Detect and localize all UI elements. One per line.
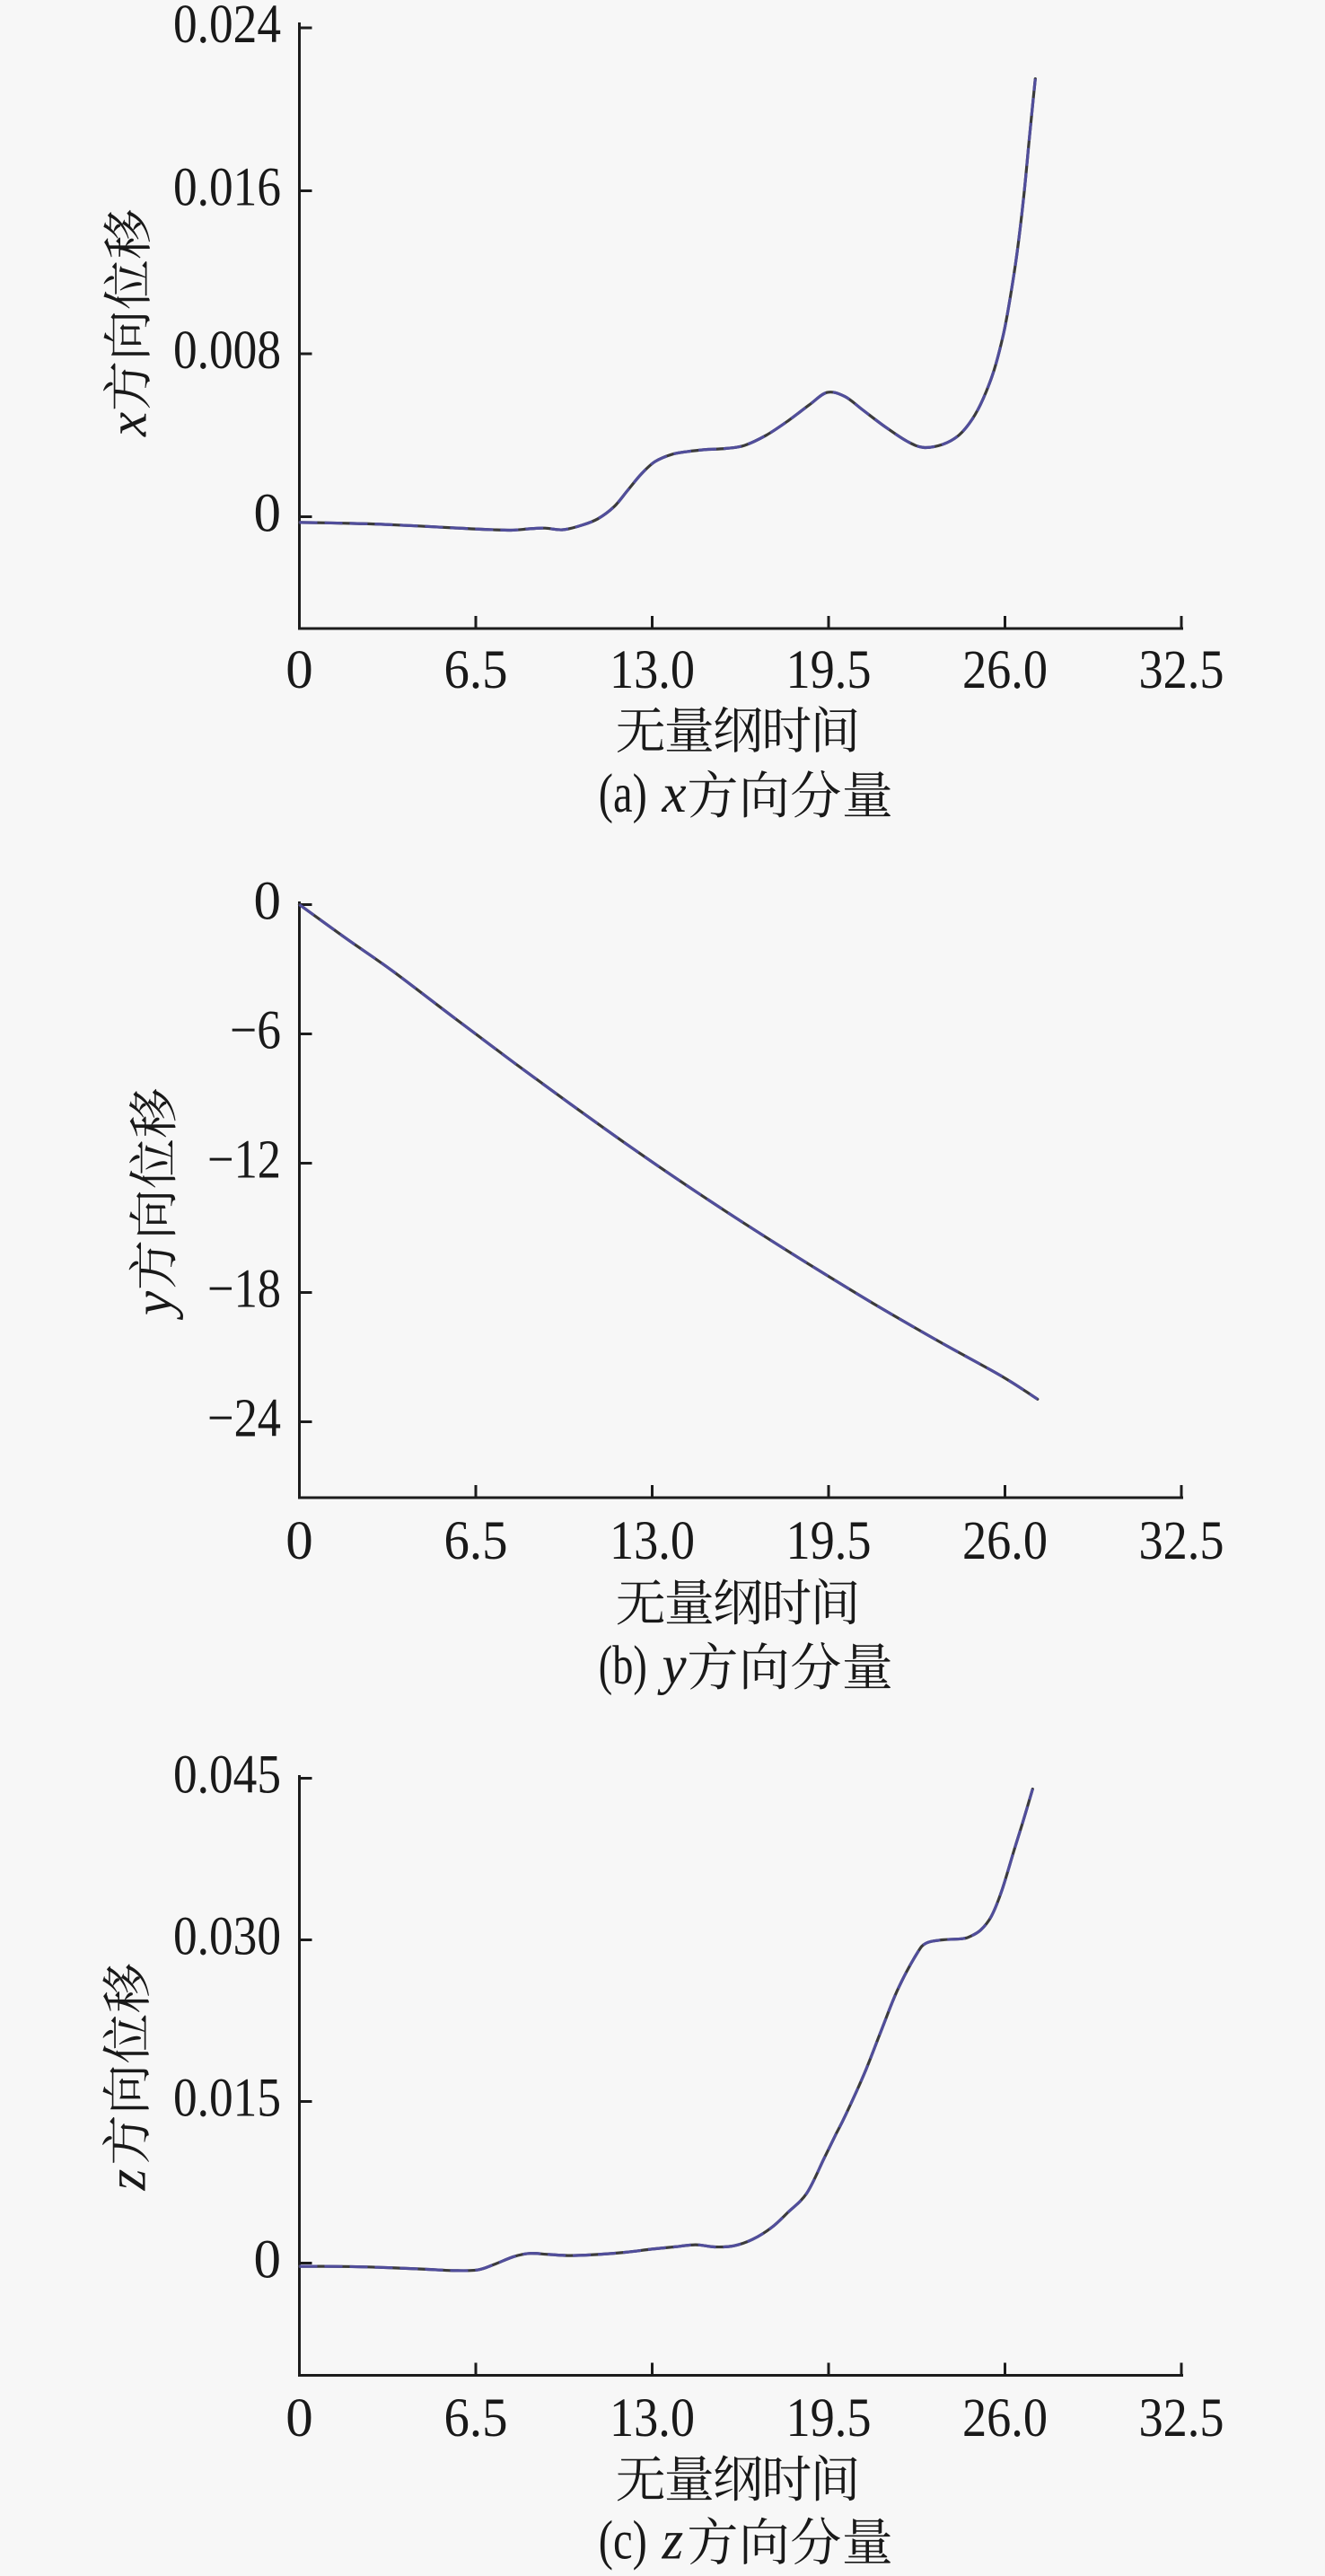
svg-text:32.5: 32.5	[1139, 2388, 1224, 2449]
svg-text:0.008: 0.008	[173, 321, 281, 381]
svg-text:y: y	[124, 1290, 184, 1321]
svg-text:0.016: 0.016	[173, 158, 281, 218]
svg-text:6.5: 6.5	[444, 640, 508, 700]
svg-text:(b): (b)	[599, 1636, 647, 1696]
svg-text:0: 0	[285, 1511, 313, 1571]
svg-text:(a): (a)	[599, 764, 647, 824]
svg-text:0.045: 0.045	[173, 1745, 281, 1806]
svg-text:0: 0	[254, 2230, 282, 2290]
svg-text:0: 0	[285, 640, 313, 700]
svg-text:x: x	[98, 412, 158, 437]
svg-text:−24: −24	[207, 1389, 281, 1449]
svg-text:0.015: 0.015	[173, 2069, 281, 2129]
svg-text:(c): (c)	[599, 2511, 647, 2572]
svg-text:y: y	[657, 1636, 688, 1696]
svg-text:13.0: 13.0	[610, 1511, 695, 1571]
svg-text:32.5: 32.5	[1139, 1511, 1224, 1571]
svg-text:0: 0	[254, 872, 282, 932]
svg-text:19.5: 19.5	[786, 1511, 872, 1571]
svg-text:32.5: 32.5	[1139, 640, 1224, 700]
svg-text:−6: −6	[230, 1001, 281, 1061]
svg-text:−12: −12	[207, 1130, 281, 1191]
svg-text:z: z	[662, 2511, 684, 2572]
svg-text:26.0: 26.0	[962, 2388, 1048, 2449]
svg-text:0.024: 0.024	[173, 0, 281, 55]
svg-text:x: x	[662, 764, 687, 824]
svg-text:z: z	[97, 2169, 157, 2192]
svg-text:0: 0	[285, 2388, 313, 2449]
svg-text:26.0: 26.0	[962, 1511, 1048, 1571]
svg-text:6.5: 6.5	[444, 1511, 508, 1571]
svg-text:0: 0	[254, 484, 282, 544]
svg-text:13.0: 13.0	[610, 2388, 695, 2449]
svg-text:26.0: 26.0	[962, 640, 1048, 700]
svg-text:19.5: 19.5	[786, 640, 872, 700]
svg-text:6.5: 6.5	[444, 2388, 508, 2449]
svg-text:0.030: 0.030	[173, 1907, 281, 1967]
svg-text:13.0: 13.0	[610, 640, 695, 700]
svg-text:−18: −18	[207, 1260, 281, 1320]
svg-text:19.5: 19.5	[786, 2388, 872, 2449]
